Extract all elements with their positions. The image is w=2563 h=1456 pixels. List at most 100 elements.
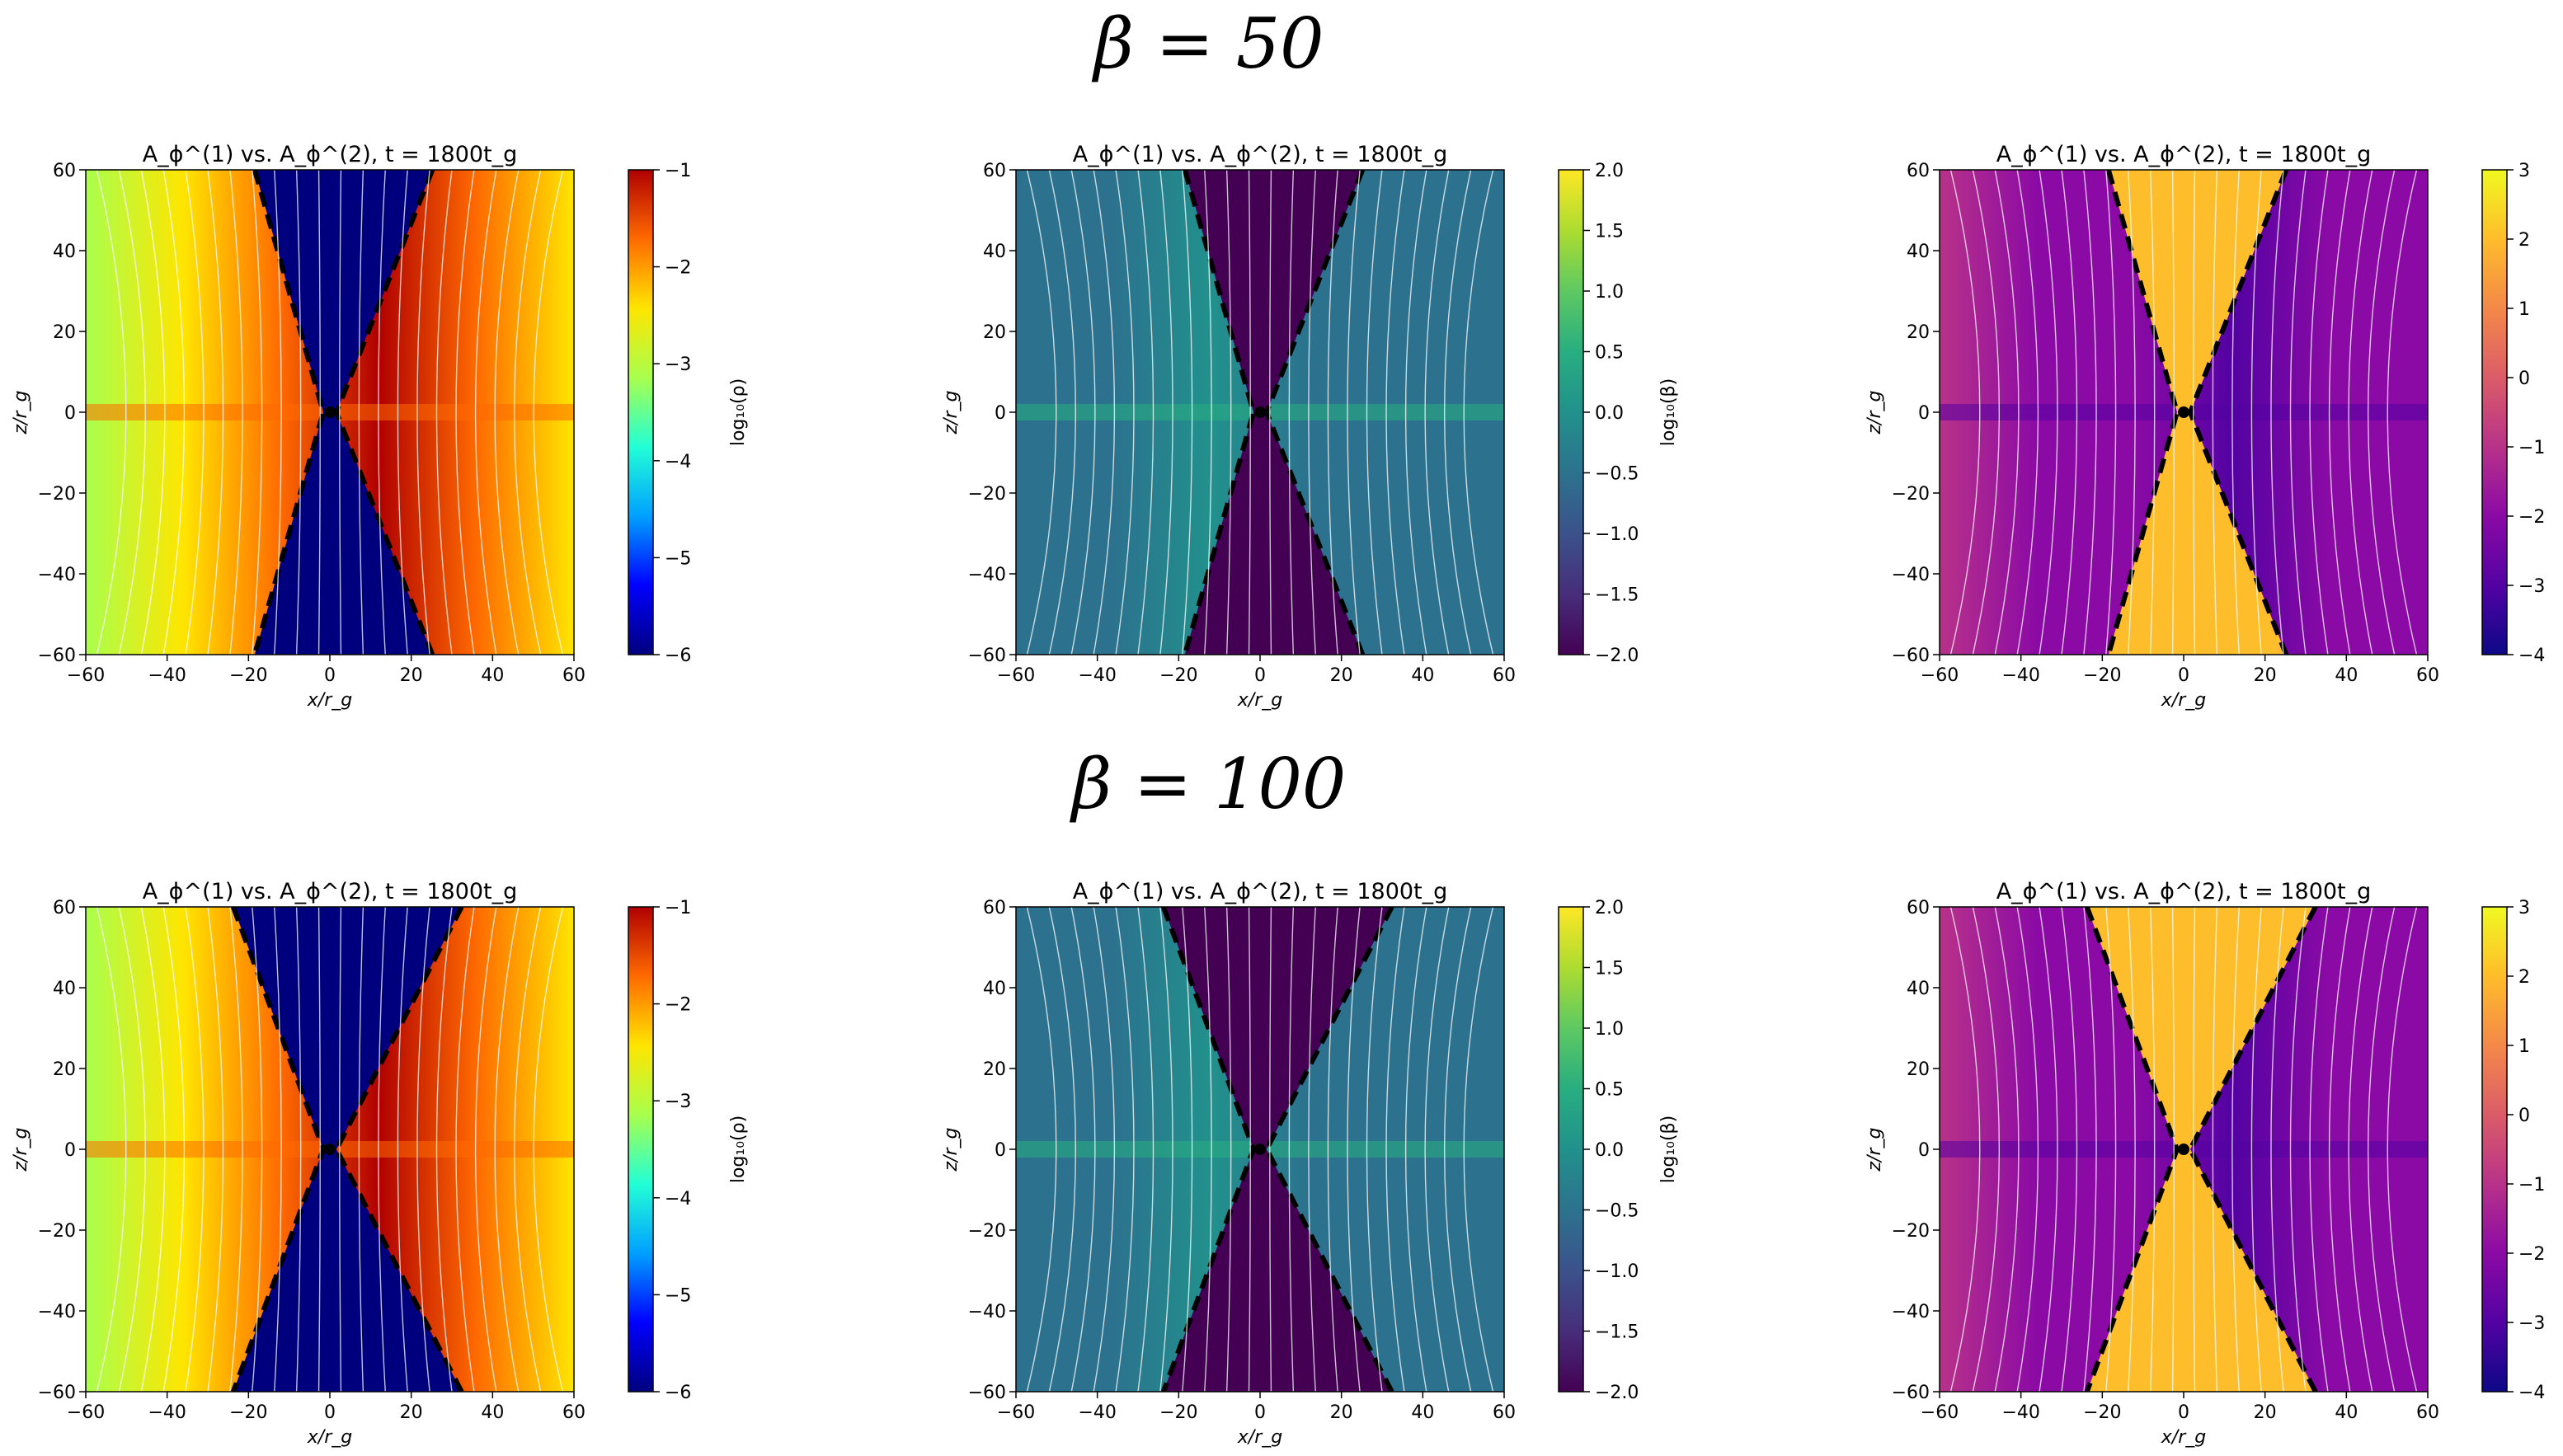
colorbar-tick-label: 1.5: [1595, 959, 1624, 979]
streamline: [2348, 170, 2373, 655]
streamline: [1048, 907, 1076, 1392]
x-tick-label: −20: [1159, 1402, 1197, 1423]
jet-funnel: [1184, 170, 1363, 655]
black-hole: [324, 406, 336, 418]
y-tick-label: −40: [968, 565, 1006, 585]
x-tick-label: 0: [1254, 1402, 1266, 1423]
colorbar-tick-label: −4: [2518, 646, 2545, 666]
colorbar-tick-label: 0.0: [1595, 403, 1624, 424]
boundary-left: [230, 907, 327, 1392]
colorbar-tick-label: 0.0: [1595, 1140, 1624, 1161]
streamline: [2083, 907, 2097, 1392]
jet-funnel: [2108, 170, 2287, 655]
x-tick-label: −40: [148, 665, 186, 686]
plot-area: [86, 907, 574, 1392]
colorbar-tick-label: 2.0: [1595, 161, 1624, 181]
plot-area: [86, 170, 574, 655]
y-tick-label: −40: [1892, 1302, 1930, 1322]
x-tick-label: 20: [1330, 665, 1353, 686]
streamline: [295, 907, 302, 1392]
colorbar-tick-label: −2: [2518, 507, 2545, 528]
y-tick-label: −60: [1892, 646, 1930, 666]
streamlines: [96, 907, 564, 1392]
colorbar-tick-label: −2: [2518, 1244, 2545, 1265]
streamline: [2039, 907, 2058, 1392]
y-tick-label: −60: [38, 646, 76, 666]
y-tick-label: −20: [968, 1221, 1006, 1242]
colorbar-label: log₁₀(ρ): [728, 378, 749, 446]
streamline: [2016, 907, 2039, 1392]
y-tick-label: −60: [968, 646, 1006, 666]
streamline: [1093, 170, 1116, 655]
streamline: [2061, 170, 2078, 655]
black-hole: [1254, 1144, 1266, 1155]
y-tick-label: −40: [38, 565, 76, 585]
y-tick-label: −40: [968, 1302, 1006, 1322]
streamline: [1308, 170, 1316, 655]
streamline: [494, 170, 520, 655]
x-tick-label: −20: [229, 1402, 267, 1423]
colorbar-tick-label: −5: [665, 548, 691, 569]
streamlines: [1026, 170, 1494, 655]
y-axis-label: z/r_g: [11, 390, 31, 434]
streamline: [1115, 907, 1135, 1392]
streamline: [1026, 907, 1057, 1392]
colorbar-label: log₁₀(β): [1658, 378, 1679, 446]
streamline: [207, 170, 224, 655]
streamline: [1225, 907, 1232, 1392]
y-tick-label: 0: [995, 1140, 1006, 1161]
x-tick-label: 40: [481, 665, 504, 686]
colorbar-tick-label: −1.0: [1595, 524, 1639, 545]
streamline: [274, 907, 282, 1392]
colorbar-tick-label: −3: [665, 1092, 691, 1112]
x-tick-label: −20: [1159, 665, 1197, 686]
x-tick-label: −40: [148, 1402, 186, 1423]
colorbar: [1558, 906, 1584, 1393]
y-tick-label: −20: [38, 484, 76, 505]
streamline: [2328, 907, 2351, 1392]
x-tick-label: 20: [400, 1402, 423, 1423]
panel-2-2: A_ϕ^(1) vs. A_ϕ^(2), t = 1800t_g −60 −40 −2…: [941, 879, 1679, 1448]
y-axis-label: z/r_g: [11, 1127, 31, 1172]
colorbar-tick-label: 0.5: [1595, 343, 1624, 364]
x-tick-label: −60: [1921, 665, 1959, 686]
colorbar-tick-label: 2: [2518, 230, 2530, 251]
streamline: [2105, 907, 2117, 1392]
streamline: [2348, 907, 2373, 1392]
streamline: [96, 907, 127, 1392]
streamlines: [1026, 907, 1494, 1392]
x-tick-label: 60: [562, 665, 585, 686]
boundary-right: [1263, 170, 1366, 655]
boundary-left: [1182, 170, 1257, 655]
streamline: [140, 170, 166, 655]
streamline: [274, 170, 282, 655]
x-tick-label: −60: [67, 1402, 105, 1423]
streamline: [1159, 907, 1173, 1392]
y-tick-label: 0: [995, 403, 1006, 424]
x-axis-label: x/r_g: [2161, 690, 2206, 711]
streamline: [2016, 170, 2039, 655]
streamline: [2128, 170, 2136, 655]
plot-area: [1940, 170, 2428, 655]
streamline: [2387, 170, 2418, 655]
boundary-right: [333, 170, 435, 655]
black-hole: [2178, 406, 2189, 418]
boundary-left: [2084, 907, 2180, 1392]
x-tick-label: 60: [1493, 1402, 1516, 1423]
panel-title: A_ϕ^(1) vs. A_ϕ^(2), t = 1800t_g: [1073, 879, 1448, 904]
colorbar-tick-label: 1: [2518, 299, 2530, 320]
colorbar-tick-label: 1.0: [1595, 1019, 1624, 1040]
x-tick-label: −20: [229, 665, 267, 686]
colorbar-tick-label: −1: [665, 898, 691, 918]
boundary-left: [252, 170, 327, 655]
streamline: [140, 907, 166, 1392]
y-tick-label: 60: [1907, 898, 1930, 918]
streamline: [1404, 170, 1427, 655]
streamline: [162, 907, 186, 1392]
x-axis-label: x/r_g: [1237, 1427, 1282, 1448]
x-tick-label: −40: [1078, 665, 1116, 686]
x-tick-label: 0: [324, 665, 336, 686]
colorbar-tick-label: −2: [665, 995, 691, 1016]
y-axis-label: z/r_g: [941, 1127, 962, 1172]
y-tick-label: −40: [1892, 565, 1930, 585]
